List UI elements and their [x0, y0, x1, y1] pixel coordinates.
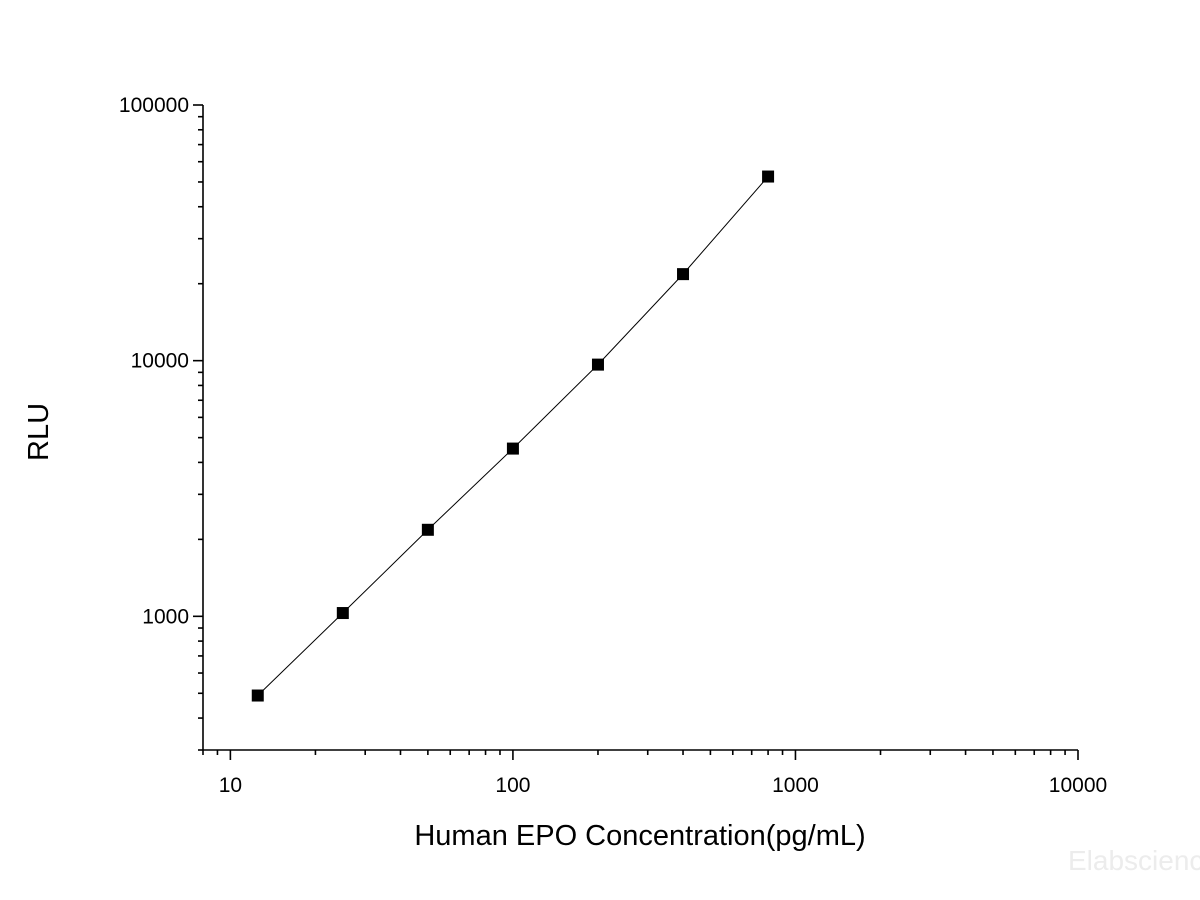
data-point [506, 442, 519, 455]
y-axis-title: RLU [23, 403, 55, 461]
data-point [591, 358, 604, 371]
data-point [336, 607, 349, 620]
y-ticks: 1000 10000 100000 [119, 94, 203, 751]
series-layer [251, 170, 775, 702]
data-point [762, 170, 775, 183]
y-tick-label: 1000 [142, 605, 189, 628]
x-ticks: 10 100 1000 10000 [202, 750, 1107, 797]
x-tick-label: 1000 [772, 774, 819, 797]
y-tick-label: 100000 [119, 94, 189, 117]
data-point [421, 523, 434, 536]
y-tick-label: 10000 [131, 350, 189, 373]
watermark-text: Elabscience [1068, 845, 1200, 876]
x-tick-label: 10000 [1049, 774, 1107, 797]
x-axis-title: Human EPO Concentration(pg/mL) [414, 820, 865, 852]
data-point [677, 268, 690, 281]
x-tick-label: 100 [495, 774, 530, 797]
axes [202, 105, 1078, 751]
x-tick-label: 10 [219, 774, 242, 797]
data-point [251, 689, 264, 702]
series-fit-line [257, 176, 769, 696]
